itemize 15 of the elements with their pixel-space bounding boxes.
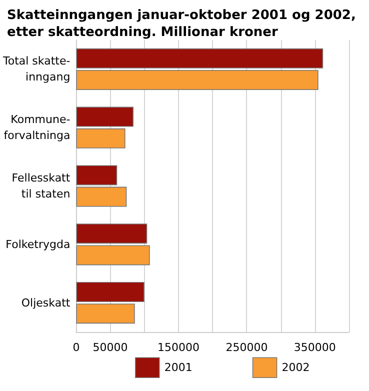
x-tick-label: 50000 (92, 341, 128, 354)
chart-title: Skatteinngangen januar-oktober 2001 og 2002, etter skatteordning. Millionar kroner (7, 8, 360, 40)
y-tick-label: Folketrygda (6, 238, 70, 251)
y-tick-label: Total skatte- inngang (2, 54, 70, 84)
legend-label: 2001 (164, 361, 192, 374)
legend-label: 2002 (282, 361, 310, 374)
y-tick-label: Oljeskatt (21, 296, 71, 310)
bar (76, 165, 118, 186)
x-tick-label: 250000 (226, 341, 268, 354)
x-tick-label: 150000 (158, 341, 200, 354)
bar (76, 186, 127, 207)
x-tick-label: 0 (72, 341, 80, 354)
y-tick-label: Kommune- forvaltninga (4, 113, 70, 142)
y-tick-label: Fellesskatt til staten (12, 172, 71, 200)
x-tick-label: 350000 (294, 341, 336, 354)
